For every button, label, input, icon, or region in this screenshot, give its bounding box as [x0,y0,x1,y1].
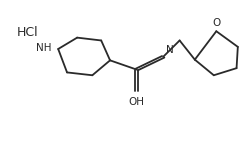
Text: O: O [211,18,219,28]
Text: N: N [165,45,173,55]
Text: HCl: HCl [16,26,38,39]
Text: NH: NH [36,43,52,53]
Text: OH: OH [128,97,144,107]
